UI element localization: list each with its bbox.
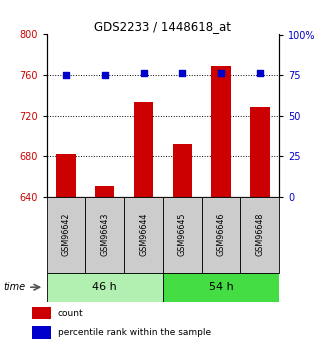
Bar <box>95 186 114 197</box>
Bar <box>250 108 270 197</box>
Bar <box>212 66 231 197</box>
Text: GSM96646: GSM96646 <box>217 213 226 256</box>
Text: GSM96645: GSM96645 <box>178 213 187 256</box>
Text: GSM96648: GSM96648 <box>256 213 265 256</box>
Bar <box>32 326 51 338</box>
Text: time: time <box>3 282 25 292</box>
Text: GSM96644: GSM96644 <box>139 213 148 256</box>
Bar <box>173 144 192 197</box>
Bar <box>32 307 51 319</box>
Bar <box>56 154 76 197</box>
Point <box>102 72 107 78</box>
Bar <box>163 197 202 273</box>
Title: GDS2233 / 1448618_at: GDS2233 / 1448618_at <box>94 20 231 33</box>
Bar <box>240 197 279 273</box>
Text: count: count <box>58 309 83 318</box>
Text: 54 h: 54 h <box>209 282 233 292</box>
Bar <box>202 197 240 273</box>
Point <box>63 72 68 78</box>
Point <box>180 71 185 76</box>
Text: GSM96642: GSM96642 <box>61 213 70 256</box>
Text: GSM96643: GSM96643 <box>100 213 109 256</box>
Text: percentile rank within the sample: percentile rank within the sample <box>58 328 211 337</box>
Bar <box>134 102 153 197</box>
Bar <box>85 197 124 273</box>
Bar <box>47 273 163 302</box>
Point <box>219 71 224 76</box>
Text: 46 h: 46 h <box>92 282 117 292</box>
Bar <box>47 197 85 273</box>
Bar <box>124 197 163 273</box>
Bar <box>163 273 279 302</box>
Point <box>257 71 263 76</box>
Point <box>141 71 146 76</box>
